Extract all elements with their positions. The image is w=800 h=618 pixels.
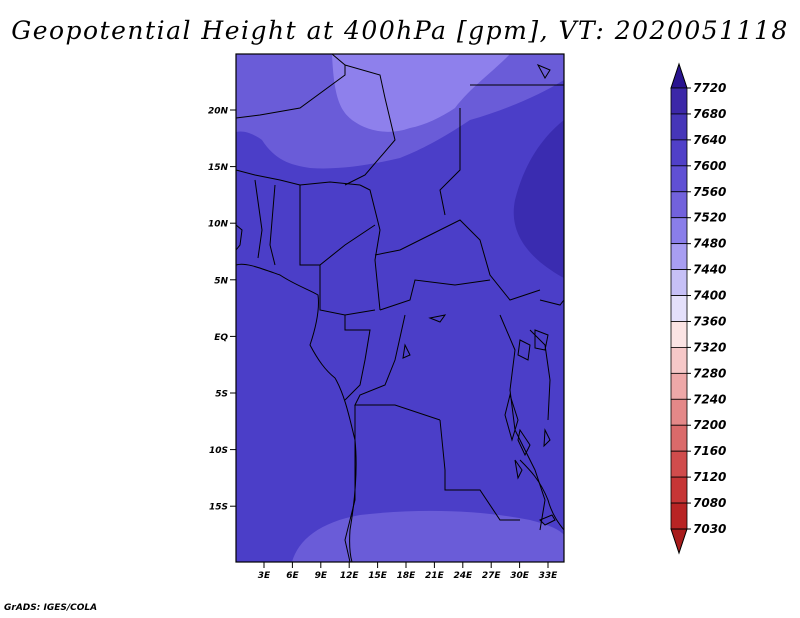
colorbar-segment xyxy=(670,476,688,504)
lat-tick-label: 10N xyxy=(208,220,229,230)
colorbar-label: 7720 xyxy=(693,81,726,95)
lon-tick-label: 3E xyxy=(258,571,271,581)
lat-tick-label: 15N xyxy=(208,163,229,173)
colorbar-label: 7120 xyxy=(693,470,726,484)
colorbar-top-arrow xyxy=(670,62,688,89)
contour-fill-south-band xyxy=(292,510,564,562)
colorbar-segment xyxy=(670,269,688,296)
colorbar-segment xyxy=(670,165,688,193)
lat-tick-label: 20N xyxy=(208,107,229,117)
colorbar-label: 7680 xyxy=(693,107,726,121)
lat-tick-label: 10S xyxy=(209,446,228,456)
map-frame-group: 3E 6E 9E 12E 15E 18E 21E 24E 27E 30E 33E 20N 15N 10N… xyxy=(208,53,565,581)
colorbar-label: 7440 xyxy=(693,263,726,277)
colorbar-label: 7240 xyxy=(693,392,726,406)
colorbar-segment xyxy=(670,217,688,245)
colorbar-label: 7280 xyxy=(693,366,726,380)
map-title: Geopotential Height at 400hPa [gpm], VT:… xyxy=(11,16,789,45)
colorbar-segment xyxy=(670,450,688,478)
colorbar-segment xyxy=(670,502,688,530)
lon-tick-label: 15E xyxy=(368,571,388,581)
colorbar-bottom-arrow xyxy=(670,528,688,555)
colorbar-label: 7560 xyxy=(693,185,726,199)
colorbar-label: 7520 xyxy=(693,211,726,225)
colorbar: 7720 7680 7640 7600 7560 7520 7480 7440 7400 7360… xyxy=(670,62,726,555)
contour-fill-north-high xyxy=(332,54,510,132)
colorbar-label: 7160 xyxy=(693,444,726,458)
colorbar-segment xyxy=(670,295,688,322)
colorbar-label: 7360 xyxy=(693,314,726,328)
colorbar-label: 7320 xyxy=(693,340,726,354)
lat-tick-label: 5N xyxy=(214,276,228,286)
colorbar-segment xyxy=(670,424,688,452)
country-borders xyxy=(235,53,565,563)
colorbar-segment xyxy=(670,87,688,115)
colorbar-segment xyxy=(670,191,688,219)
lat-tick-label: 15S xyxy=(209,503,228,513)
lon-tick-label: 30E xyxy=(510,571,530,581)
lon-ticks: 3E 6E 9E 12E 15E 18E 21E 24E 27E 30E 33E xyxy=(258,562,558,581)
colorbar-segment xyxy=(670,113,688,141)
contour-fill-east-low xyxy=(513,120,564,278)
colorbar-label: 7600 xyxy=(693,159,726,173)
lon-tick-label: 24E xyxy=(453,571,473,581)
colorbar-label: 7080 xyxy=(693,496,726,510)
lat-tick-label: 5S xyxy=(215,390,228,400)
map-frame xyxy=(235,53,565,563)
lon-tick-label: 33E xyxy=(539,571,559,581)
lon-tick-label: 27E xyxy=(482,571,502,581)
colorbar-label: 7030 xyxy=(693,522,726,536)
colorbar-segment xyxy=(670,243,688,270)
lon-tick-label: 18E xyxy=(397,571,417,581)
colorbar-label: 7400 xyxy=(693,289,726,303)
colorbar-segment xyxy=(670,139,688,167)
lakes xyxy=(402,63,556,526)
lon-tick-label: 12E xyxy=(340,571,360,581)
colorbar-label: 7640 xyxy=(693,133,726,147)
colorbar-segment xyxy=(670,372,688,400)
lat-tick-label: EQ xyxy=(214,333,228,343)
lat-ticks: 20N 15N 10N 5N EQ 5S 10S 15S xyxy=(208,107,236,513)
lon-tick-label: 21E xyxy=(425,571,445,581)
colorbar-segment xyxy=(670,321,688,348)
colorbar-segment xyxy=(670,347,688,374)
lon-tick-label: 9E xyxy=(315,571,328,581)
grads-credit: GrADS: IGES/COLA xyxy=(4,603,98,613)
colorbar-label: 7480 xyxy=(693,237,726,251)
lon-tick-label: 6E xyxy=(286,571,299,581)
colorbar-label: 7200 xyxy=(693,418,726,432)
colorbar-segment xyxy=(670,398,688,426)
